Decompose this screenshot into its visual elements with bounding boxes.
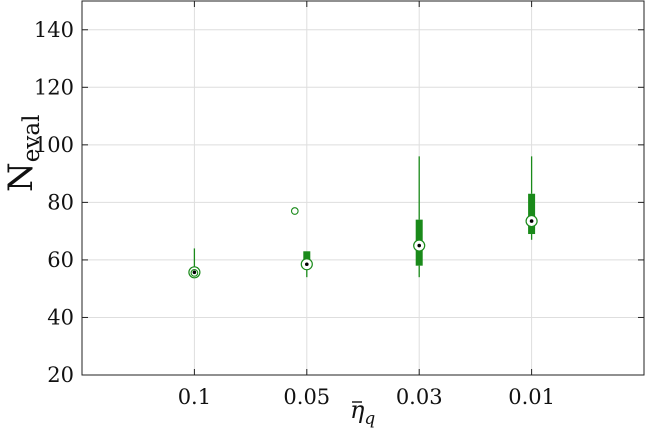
y-axis-label-sub: eval: [19, 115, 45, 163]
x-axis-label: ηq: [350, 396, 375, 429]
y-axis-label: Neval: [1, 115, 45, 192]
y-axis-label-main: N: [1, 162, 41, 192]
x-axis-label-sub: q: [364, 409, 375, 429]
y-tick-label: 60: [47, 248, 74, 272]
grid-lines: [82, 1, 644, 376]
box-group: [290, 207, 313, 278]
box-median-dot: [529, 219, 534, 223]
x-tick-label: 0.1: [178, 385, 211, 409]
box-median-dot: [192, 270, 197, 275]
y-tick-label: 20: [47, 363, 74, 387]
box-outlier: [290, 207, 299, 215]
x-tick-label: 0.03: [396, 385, 443, 409]
x-tick-label: 0.01: [508, 385, 555, 409]
box-iqr: [528, 193, 536, 235]
y-tick-label: 100: [34, 133, 74, 157]
x-axis-ticks: 0.1 0.05 0.03 0.01: [178, 1, 555, 409]
y-axis-ticks: 20 40 60 80 100 120 140: [34, 18, 644, 387]
box-group: [525, 156, 538, 240]
x-axis-label-text: ηq: [350, 396, 375, 429]
box-outlier: [190, 269, 199, 277]
box-series: [188, 156, 538, 279]
x-axis-label-main: η: [350, 396, 365, 424]
y-tick-label: 120: [34, 75, 74, 99]
box-group: [413, 156, 426, 278]
y-tick-label: 140: [34, 18, 74, 42]
x-tick-label: 0.05: [283, 385, 330, 409]
y-tick-label: 80: [47, 190, 74, 214]
plot-frame: [81, 0, 645, 376]
box-group: [188, 248, 201, 279]
box-median-dot: [305, 262, 309, 267]
y-tick-label: 40: [47, 305, 74, 329]
box-median-dot: [417, 243, 422, 248]
